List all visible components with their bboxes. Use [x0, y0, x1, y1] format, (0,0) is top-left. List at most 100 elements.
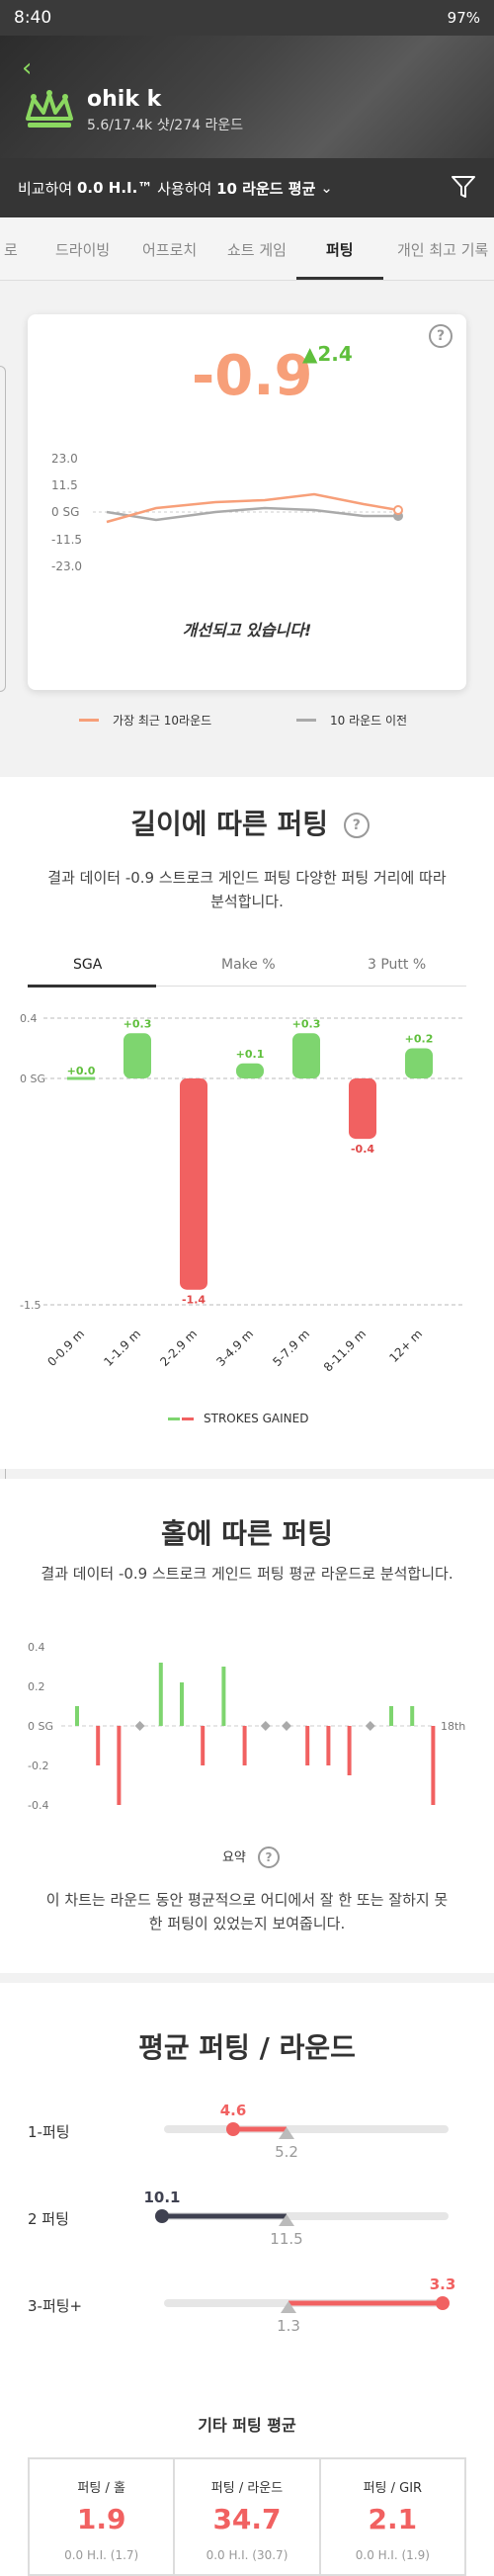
- y-tick-label: 0 SG: [28, 1720, 53, 1733]
- end-label: 18th: [441, 1720, 465, 1733]
- data-label: +0.0: [67, 1065, 96, 1077]
- other-putting-title: 기타 퍼팅 평균: [198, 2416, 296, 2435]
- baseline-label: 11.5: [270, 2230, 302, 2248]
- data-label: +0.2: [405, 1033, 434, 1046]
- baseline-marker: [279, 2214, 294, 2226]
- legend-previous: 10 라운드 이전: [296, 712, 407, 729]
- category-tabs: 로 드라이빙 어프로치 쇼트 게임 퍼팅 개인 최고 기록: [0, 217, 494, 281]
- bar: [292, 1033, 320, 1079]
- y-tick-label: 0.2: [28, 1680, 45, 1693]
- trend-delta: ▲2.4: [302, 342, 353, 366]
- tab-short-game[interactable]: 쇼트 게임: [227, 241, 287, 259]
- battery-level: 97%: [447, 9, 480, 27]
- hole-marker: [260, 1721, 271, 1731]
- value-dot: [155, 2209, 169, 2223]
- y-tick-label: -11.5: [51, 533, 82, 547]
- y-tick-label: 0.4: [28, 1641, 45, 1654]
- tab-sga[interactable]: SGA: [73, 957, 103, 973]
- summary-row: 요약 ?: [0, 1846, 494, 1868]
- data-label: -1.4: [182, 1294, 206, 1307]
- baseline-label: 1.3: [277, 2317, 300, 2335]
- box-value: 2.1: [368, 2503, 418, 2535]
- bar: [405, 1048, 433, 1079]
- user-name: ohik k: [87, 87, 162, 112]
- recent-end-point: [393, 505, 403, 515]
- help-icon[interactable]: ?: [429, 324, 453, 348]
- box-label: 퍼팅 / 홀: [77, 2481, 125, 2496]
- tab-putting[interactable]: 퍼팅: [326, 241, 354, 259]
- putts-per-gir-box: 퍼팅 / GIR 2.1 0.0 H.I. (1.9): [321, 2459, 464, 2574]
- row-label-3-putt: 3-퍼팅+: [28, 2297, 83, 2315]
- distance-section: [0, 777, 494, 1469]
- holes-desc: 결과 데이터 -0.9 스트로크 게인드 퍼팅 평균 라운드로 분석합니다.: [41, 1565, 453, 1583]
- y-tick-label: 23.0: [51, 452, 78, 466]
- distance-title: 길이에 따른 퍼팅 ?: [0, 803, 494, 842]
- box-value: 34.7: [212, 2503, 282, 2535]
- distance-bar-chart: 0.4 0 SG -1.5 +0.0 0-0.9 m +0.3 1-1.9 m -1.4 2-2…: [20, 1012, 464, 1374]
- y-tick-label: -1.5: [20, 1299, 41, 1312]
- help-icon[interactable]: ?: [343, 813, 370, 838]
- baseline-marker: [279, 2127, 294, 2139]
- avg-putts-title: 평균 퍼팅 / 라운드: [138, 2031, 356, 2064]
- help-icon[interactable]: ?: [258, 1846, 281, 1868]
- y-tick-label: -23.0: [51, 559, 82, 573]
- bar: [124, 1033, 151, 1079]
- x-tick-label: 8-11.9 m: [321, 1327, 369, 1374]
- legend-recent: 가장 최근 10라운드: [79, 712, 211, 729]
- compare-rounds: 10 라운드 평균: [216, 179, 316, 198]
- active-subtab-indicator: [28, 985, 156, 987]
- recent-10-rounds-line: [106, 492, 399, 524]
- box-sub: 0.0 H.I. (30.7): [206, 2548, 288, 2562]
- hole-marker: [365, 1721, 375, 1731]
- hole-marker: [282, 1721, 291, 1731]
- hole-bar: [180, 1682, 184, 1726]
- y-tick-label: -0.4: [28, 1799, 48, 1812]
- putts-per-hole-box: 퍼팅 / 홀 1.9 0.0 H.I. (1.7): [30, 2459, 176, 2574]
- box-sub: 0.0 H.I. (1.9): [355, 2548, 430, 2562]
- crown-logo-icon: [26, 90, 73, 128]
- compare-mid: 사용하여: [157, 179, 212, 198]
- value-label: 10.1: [143, 2189, 180, 2206]
- legend-recent-label: 가장 최근 10라운드: [113, 714, 212, 728]
- tab-item[interactable]: 로: [4, 241, 18, 259]
- x-tick-label: 3-4.9 m: [213, 1327, 256, 1369]
- bar: [349, 1078, 376, 1140]
- tab-personal-best[interactable]: 개인 최고 기록: [397, 241, 489, 259]
- strokes-gained-label: STROKES GAINED: [204, 1412, 309, 1425]
- hole-bar: [117, 1726, 122, 1805]
- box-value: 1.9: [76, 2503, 126, 2535]
- hole-bar: [431, 1726, 436, 1805]
- hole-bar: [326, 1726, 331, 1765]
- hole-bar: [305, 1726, 310, 1765]
- x-tick-label: 1-1.9 m: [101, 1327, 143, 1369]
- profile-header: ‹ ohik k 5.6/17.4k 샷/274 라운드: [0, 36, 494, 158]
- legend-swatch-pos: [168, 1417, 180, 1420]
- status-bar: 8:40 97%: [0, 0, 494, 36]
- putts-per-round-box: 퍼팅 / 라운드 34.7 0.0 H.I. (30.7): [175, 2459, 321, 2574]
- active-tab-indicator: [296, 277, 383, 280]
- hole-bar: [389, 1706, 393, 1726]
- filter-icon[interactable]: [451, 174, 476, 200]
- tab-approach[interactable]: 어프로치: [142, 241, 198, 259]
- legend-swatch-neg: [182, 1417, 194, 1420]
- legend-swatch: [79, 719, 99, 722]
- y-tick-label: 0 SG: [20, 1073, 45, 1085]
- box-label: 퍼팅 / 라운드: [210, 2481, 284, 2496]
- tab-3-putt-percent[interactable]: 3 Putt %: [368, 957, 427, 973]
- row-label-1-putt: 1-퍼팅: [28, 2123, 70, 2141]
- trend-value: -0.9: [192, 344, 313, 408]
- hole-marker: [134, 1721, 145, 1731]
- user-stats: 5.6/17.4k 샷/274 라운드: [87, 118, 244, 133]
- x-tick-label: 12+ m: [386, 1327, 425, 1365]
- value-label: 4.6: [220, 2102, 247, 2119]
- other-putting-boxes: 퍼팅 / 홀 1.9 0.0 H.I. (1.7) 퍼팅 / 라운드 34.7 …: [28, 2457, 466, 2576]
- previous-10-rounds-line: [106, 506, 398, 522]
- holes-bar-chart: 0.4 0.2 0 SG -0.2 -0.4 18th: [28, 1641, 465, 1812]
- compare-selector[interactable]: 비교하여 0.0 H.I.™ 사용하여 10 라운드 평균 ⌄: [0, 158, 494, 217]
- tab-make-percent[interactable]: Make %: [221, 957, 276, 973]
- back-button[interactable]: ‹: [22, 53, 33, 83]
- tab-driving[interactable]: 드라이빙: [55, 241, 111, 259]
- chevron-down-icon: ⌄: [320, 179, 333, 197]
- compare-prefix: 비교하여: [18, 179, 73, 198]
- value-label: 3.3: [430, 2275, 456, 2293]
